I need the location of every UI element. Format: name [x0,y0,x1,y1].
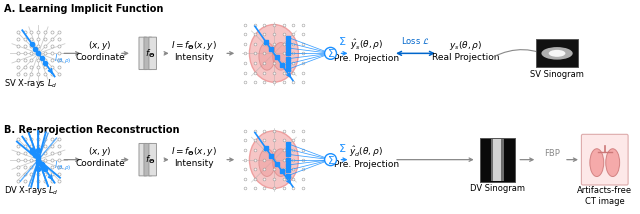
Text: $I = f_{\mathbf{\Theta}}(x, y)$
Intensity: $I = f_{\mathbf{\Theta}}(x, y)$ Intensit… [172,39,218,62]
Ellipse shape [541,47,573,60]
Ellipse shape [273,149,289,177]
FancyBboxPatch shape [139,37,147,70]
FancyBboxPatch shape [139,143,147,176]
FancyBboxPatch shape [491,139,504,181]
Text: $\Sigma$: $\Sigma$ [339,142,347,154]
Ellipse shape [273,43,289,70]
Text: Loss $\mathcal{L}$: Loss $\mathcal{L}$ [401,35,430,46]
FancyBboxPatch shape [479,138,515,181]
Text: $\hat{y}_s(\theta, \rho)$
Pre. Projection: $\hat{y}_s(\theta, \rho)$ Pre. Projectio… [333,38,399,63]
FancyBboxPatch shape [144,37,152,70]
Ellipse shape [259,149,275,177]
Text: SV Sinogram: SV Sinogram [530,70,584,79]
Ellipse shape [605,149,620,177]
Ellipse shape [548,50,565,57]
Text: $\Sigma$: $\Sigma$ [339,36,347,48]
Text: $l_{(\theta,\rho)}$: $l_{(\theta,\rho)}$ [54,53,71,67]
Ellipse shape [259,43,275,70]
Text: $I = f_{\mathbf{\Theta}}(x, y)$
Intensity: $I = f_{\mathbf{\Theta}}(x, y)$ Intensit… [172,145,218,168]
Text: DV X-rays $L_d$: DV X-rays $L_d$ [4,183,58,196]
Text: DV Sinogram: DV Sinogram [470,184,525,193]
Text: FBP: FBP [544,149,560,158]
FancyBboxPatch shape [149,143,156,176]
Ellipse shape [590,149,604,177]
Text: $(x, y)$
Coordinate: $(x, y)$ Coordinate [75,145,125,168]
Text: Artifacts-free
CT image: Artifacts-free CT image [577,186,632,206]
Circle shape [324,47,337,59]
Text: $(x, y)$
Coordinate: $(x, y)$ Coordinate [75,39,125,62]
Text: $\Sigma$: $\Sigma$ [326,47,335,59]
Circle shape [324,154,337,166]
Text: A. Learning Implicit Function: A. Learning Implicit Function [4,4,163,14]
Text: $f_{\mathbf{\Theta}}$: $f_{\mathbf{\Theta}}$ [145,47,155,60]
Ellipse shape [250,25,298,82]
FancyBboxPatch shape [144,143,152,176]
Text: $\hat{y}_d(\theta, \rho)$
Pre. Projection: $\hat{y}_d(\theta, \rho)$ Pre. Projectio… [333,144,399,169]
FancyBboxPatch shape [536,39,578,67]
Ellipse shape [250,131,298,189]
Text: B. Re-projection Reconstruction: B. Re-projection Reconstruction [4,125,179,135]
FancyBboxPatch shape [493,139,500,181]
Text: $l_{(\theta,\rho)}$: $l_{(\theta,\rho)}$ [54,160,71,173]
Text: $f_{\mathbf{\Theta}}$: $f_{\mathbf{\Theta}}$ [145,153,155,166]
FancyBboxPatch shape [149,37,156,70]
FancyBboxPatch shape [581,134,628,185]
Text: $\Sigma$: $\Sigma$ [326,154,335,166]
Text: $y_s(\theta, \rho)$
Real Projection: $y_s(\theta, \rho)$ Real Projection [432,39,499,62]
Text: SV X-rays $L_d$: SV X-rays $L_d$ [4,77,57,90]
